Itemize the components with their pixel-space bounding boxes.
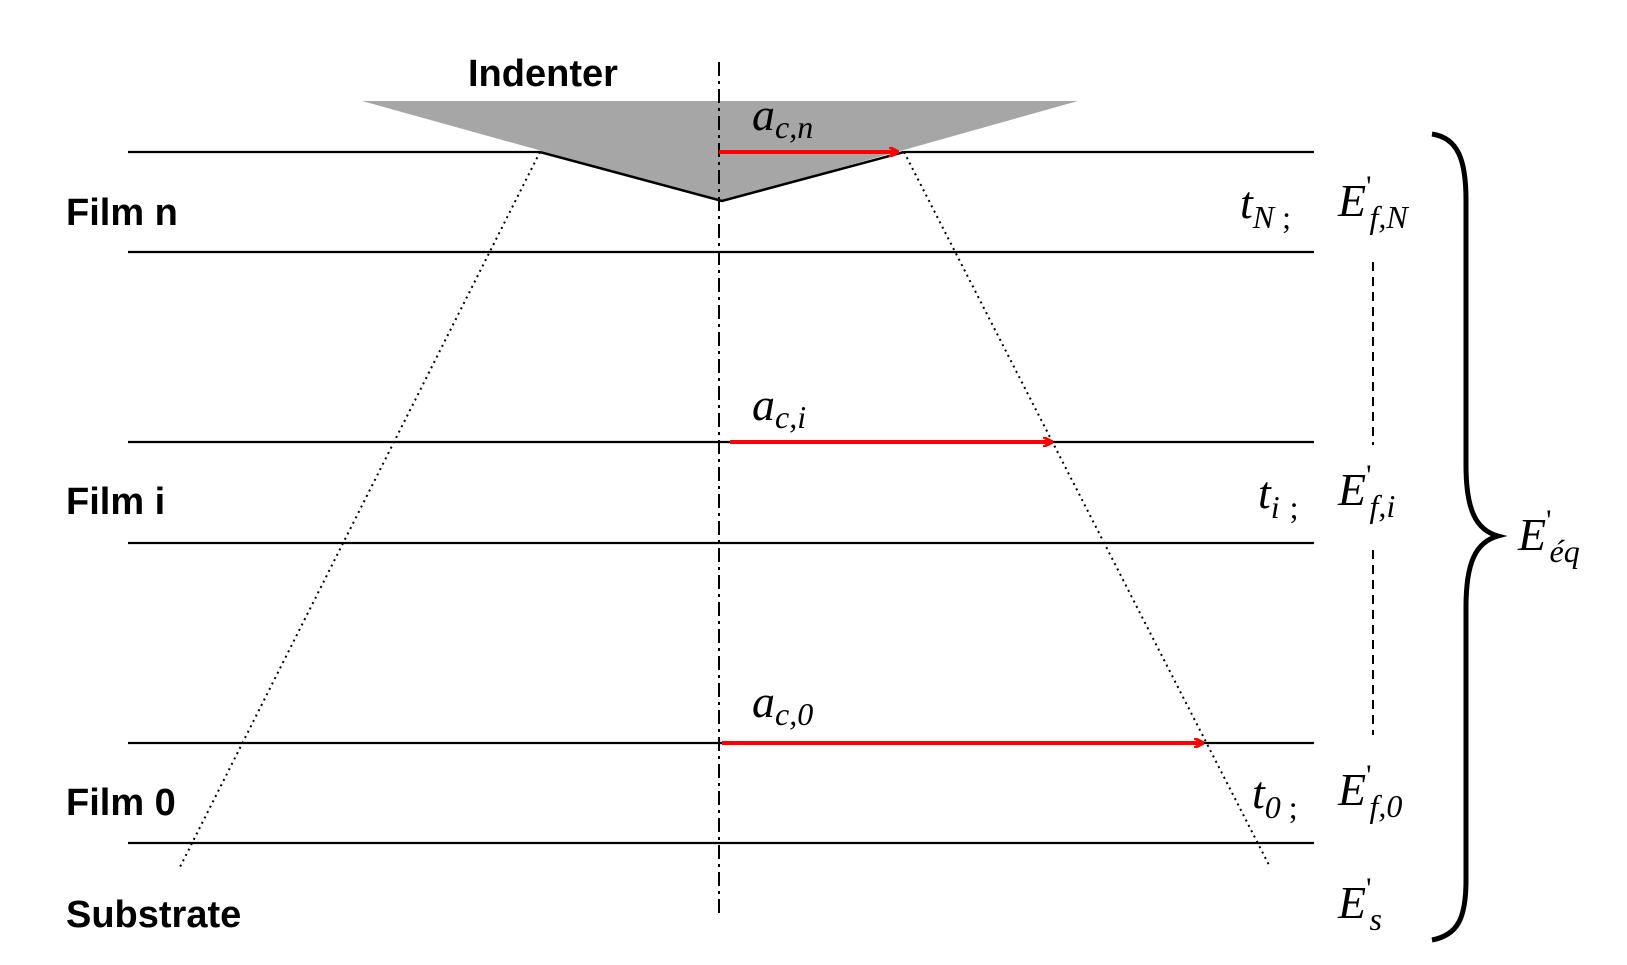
modulus-substrate: E' s	[1337, 872, 1382, 937]
thickness-i: ti;	[1258, 467, 1299, 525]
modulus-film-0: E' f,0	[1337, 759, 1402, 824]
indenter-label: Indenter	[468, 53, 618, 95]
indenter-contact-edge	[539, 150, 905, 203]
contact-radius-0: ac,0	[752, 676, 813, 732]
film-i-label: Film i	[66, 481, 165, 523]
modulus-film-n: E' f,N	[1337, 170, 1409, 235]
layer-lines	[128, 150, 1314, 845]
cone-line-right	[903, 151, 1271, 868]
substrate-label: Substrate	[66, 894, 241, 936]
contact-radius-i: ac,i	[752, 379, 806, 435]
film-n-label: Film n	[66, 192, 178, 234]
thickness-n: tN;	[1240, 177, 1291, 235]
contact-radius-arrows	[719, 152, 1203, 743]
contact-radius-n: ac,n	[752, 89, 813, 145]
film-0-label: Film 0	[66, 782, 176, 824]
modulus-film-i: E' f,i	[1337, 459, 1395, 524]
equivalent-modulus: E' éq	[1517, 504, 1580, 569]
thickness-0: t0;	[1252, 767, 1298, 825]
brace	[1431, 131, 1508, 943]
cone-line-left	[179, 151, 541, 868]
stress-cone	[179, 151, 1271, 868]
